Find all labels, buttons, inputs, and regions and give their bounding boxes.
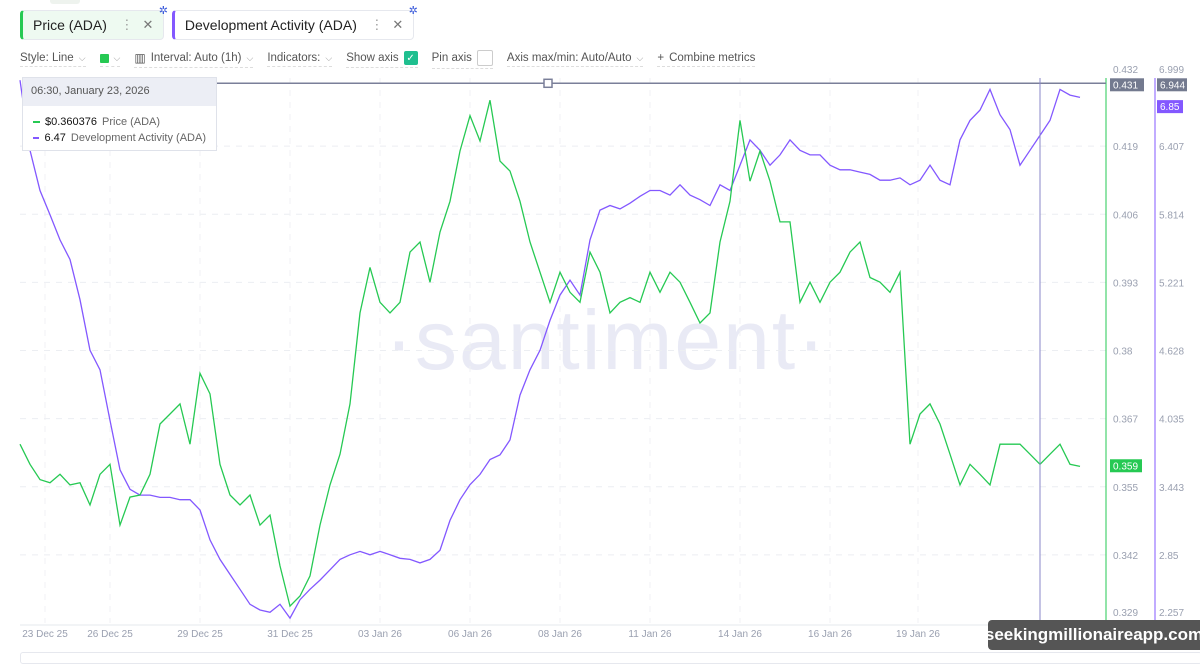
price-axis-tick: 0.406: [1113, 210, 1138, 221]
price-axis-tick: 0.393: [1113, 278, 1138, 289]
interval-dropdown[interactable]: ▥ Interval: Auto (1h) ⌵: [134, 51, 254, 68]
dev-activity-line: [19, 80, 1081, 620]
dev-axis-tick: 4.628: [1159, 347, 1184, 358]
legend-swatch: [33, 121, 40, 123]
chevron-down-icon: ⌵: [246, 52, 254, 63]
combine-metrics-button[interactable]: + Combine metrics: [657, 52, 756, 67]
chevron-down-icon: ⌵: [636, 52, 644, 63]
color-dropdown[interactable]: ⌵: [99, 52, 121, 67]
price-axis-tick: 0.367: [1113, 415, 1138, 426]
price-axis-tick: 0.329: [1113, 608, 1138, 619]
tooltip-metric: Development Activity (ADA): [70, 132, 206, 144]
interval-label: Interval: Auto (1h): [150, 52, 242, 64]
x-axis-tick: 06 Jan 26: [448, 629, 492, 640]
dev-axis-tick: 5.221: [1159, 278, 1184, 289]
price-axis-tick: 0.419: [1113, 142, 1138, 153]
chart-toolbar: Style: Line ⌵ ⌵ ▥ Interval: Auto (1h) ⌵ Ind…: [20, 50, 756, 69]
legend-swatch: [33, 137, 40, 139]
price-line: [19, 100, 1081, 608]
price-axis-tick: 0.38: [1113, 347, 1133, 358]
tooltip-date: 06:30, January 23, 2026: [23, 78, 216, 106]
x-axis-tick: 31 Dec 25: [267, 629, 313, 640]
price-last-value-label-bg: [1110, 459, 1142, 473]
metric-label: Development Activity (ADA): [184, 17, 357, 33]
pin-axis-toggle[interactable]: Pin axis: [431, 50, 493, 69]
dev-axis-tick: 2.257: [1159, 608, 1184, 619]
tooltip-row-price: $0.360376 Price (ADA): [23, 114, 216, 130]
chevron-down-icon: ⌵: [325, 52, 333, 63]
tooltip-row-dev: 6.47 Development Activity (ADA): [23, 130, 216, 150]
santiment-watermark: ·santiment·: [385, 293, 828, 387]
x-axis-tick: 03 Jan 26: [358, 629, 402, 640]
axis-maxmin-dropdown[interactable]: Axis max/min: Auto/Auto ⌵: [506, 52, 644, 67]
combine-label: Combine metrics: [669, 52, 756, 64]
plus-icon: +: [657, 52, 665, 64]
indicators-label: Indicators:: [267, 52, 321, 64]
show-axis-label: Show axis: [346, 52, 399, 64]
metric-pill-dev-activity[interactable]: Development Activity (ADA) ⋮ ✕ ✲: [171, 5, 418, 40]
dev-axis-tick: 2.85: [1159, 551, 1179, 562]
settings-gear-icon[interactable]: ✲: [408, 5, 418, 17]
x-axis-tick: 16 Jan 26: [808, 629, 852, 640]
tooltip-value: $0.360376: [45, 116, 97, 128]
color-swatch: [99, 53, 109, 63]
chevron-down-icon: ⌵: [78, 52, 86, 63]
dev-axis-tick: 6.999: [1159, 65, 1184, 76]
tooltip-value: 6.47: [44, 132, 66, 144]
price-last-value-label: 0.359: [1113, 461, 1138, 472]
show-axis-toggle[interactable]: Show axis ✓: [346, 51, 418, 68]
indicators-dropdown[interactable]: Indicators: ⌵: [267, 52, 333, 67]
style-dropdown[interactable]: Style: Line ⌵: [20, 52, 86, 67]
price-axis-tick: 0.342: [1113, 551, 1138, 562]
chevron-down-icon: ⌵: [113, 52, 121, 63]
x-axis-tick: 08 Jan 26: [538, 629, 582, 640]
metric-label: Price (ADA): [33, 17, 107, 33]
crosshair-handle: [543, 78, 553, 89]
pin-axis-label: Pin axis: [431, 52, 472, 64]
tooltip-metric: Price (ADA): [102, 116, 161, 128]
top-tab[interactable]: [50, 0, 80, 4]
dev-crosshair-label: 6.944: [1160, 80, 1185, 91]
settings-gear-icon[interactable]: ✲: [158, 5, 168, 17]
style-label: Style: Line: [20, 52, 74, 64]
metric-pills: Price (ADA) ⋮ ✕ ✲ Development Activity (…: [20, 5, 418, 40]
checkbox-unchecked[interactable]: [476, 50, 493, 66]
dev-crosshair-label-bg: [1157, 78, 1187, 92]
close-icon[interactable]: ✕: [392, 17, 404, 32]
x-axis-tick: 29 Dec 25: [177, 629, 223, 640]
x-axis-tick: 14 Jan 26: [718, 629, 762, 640]
close-icon[interactable]: ✕: [142, 17, 154, 32]
chart-tooltip: 06:30, January 23, 2026 $0.360376 Price (…: [22, 77, 217, 151]
x-axis-tick: 11 Jan 26: [628, 629, 672, 640]
brand-watermark: seekingmillionaireapp.com: [985, 620, 1200, 650]
price-axis-tick: 0.432: [1113, 65, 1138, 76]
more-options-icon[interactable]: ⋮: [120, 17, 134, 32]
more-options-icon[interactable]: ⋮: [370, 17, 384, 32]
calendar-icon: ▥: [134, 51, 146, 65]
x-axis-tick: 19 Jan 26: [896, 629, 940, 640]
price-crosshair-label: 0.431: [1113, 80, 1138, 91]
x-axis-tick: 26 Dec 25: [87, 629, 133, 640]
dev-axis-tick: 4.035: [1159, 415, 1184, 426]
dev-axis-tick: 6.407: [1159, 142, 1184, 153]
price-axis-tick: 0.355: [1113, 483, 1138, 494]
dev-axis-tick: 5.814: [1159, 210, 1184, 221]
checkbox-checked[interactable]: ✓: [403, 51, 418, 65]
axis-maxmin-label: Axis max/min: Auto/Auto: [506, 52, 632, 64]
price-crosshair-label-bg: [1110, 78, 1144, 92]
metric-pill-price[interactable]: Price (ADA) ⋮ ✕ ✲: [20, 5, 168, 40]
dev-last-value-label-bg: [1157, 100, 1183, 114]
dev-last-value-label: 6.85: [1160, 102, 1180, 113]
x-axis-tick: 23 Dec 25: [22, 629, 68, 640]
dev-axis-tick: 3.443: [1159, 483, 1184, 494]
